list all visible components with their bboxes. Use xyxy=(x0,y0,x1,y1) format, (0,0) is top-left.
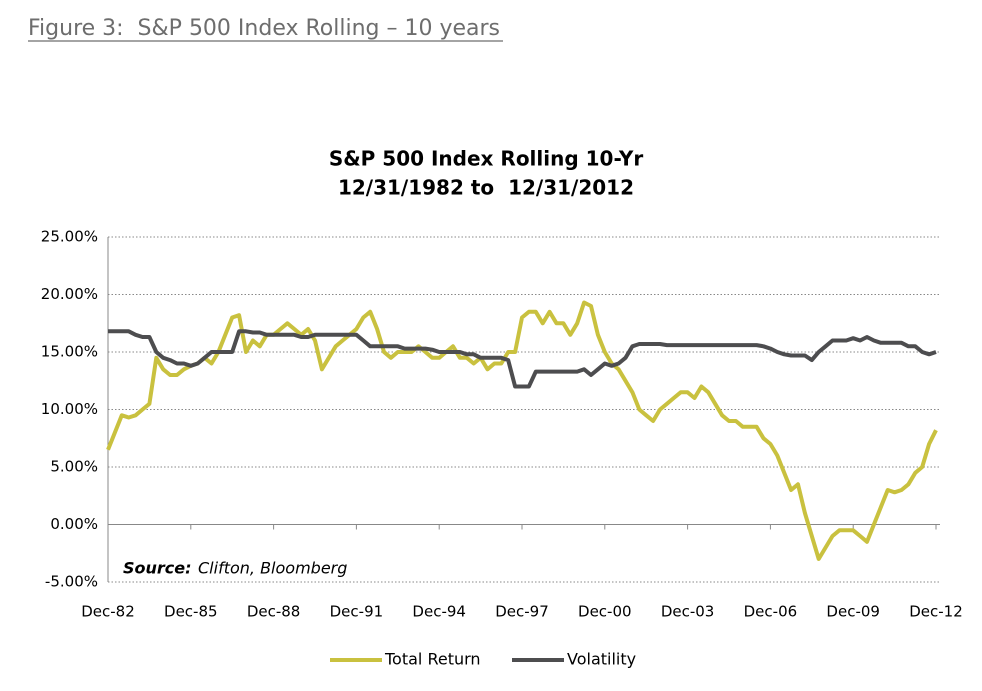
legend-label: Total Return xyxy=(384,650,481,669)
series-line xyxy=(106,300,938,561)
y-tick-label: 25.00% xyxy=(41,228,98,246)
x-tick-label: Dec-88 xyxy=(247,603,301,621)
x-tick-label: Dec-12 xyxy=(909,603,963,621)
x-tick-label: Dec-09 xyxy=(826,603,880,621)
source-text: Clifton, Bloomberg xyxy=(198,559,347,578)
series-line xyxy=(108,329,937,389)
x-tick-label: Dec-82 xyxy=(81,603,135,621)
y-tick-label: 0.00% xyxy=(50,515,98,533)
y-tick-label: 10.00% xyxy=(41,400,98,418)
y-tick-label: 15.00% xyxy=(41,343,98,361)
y-tick-label: 5.00% xyxy=(50,458,98,476)
legend-label: Volatility xyxy=(567,650,636,669)
x-tick-label: Dec-00 xyxy=(578,603,632,621)
y-tick-label: -5.00% xyxy=(45,573,98,591)
x-tick-label: Dec-03 xyxy=(661,603,715,621)
x-tick-label: Dec-97 xyxy=(495,603,549,621)
x-tick-label: Dec-91 xyxy=(330,603,384,621)
figure-heading: Figure 3: S&P 500 Index Rolling – 10 yea… xyxy=(28,16,500,41)
source-label: Source: xyxy=(123,559,192,578)
chart-subtitle: 12/31/1982 to 12/31/2012 xyxy=(338,176,634,200)
x-tick-label: Dec-94 xyxy=(412,603,466,621)
x-tick-label: Dec-85 xyxy=(164,603,218,621)
chart-title: S&P 500 Index Rolling 10-Yr xyxy=(329,147,644,171)
x-tick-label: Dec-06 xyxy=(744,603,798,621)
y-tick-label: 20.00% xyxy=(41,285,98,303)
